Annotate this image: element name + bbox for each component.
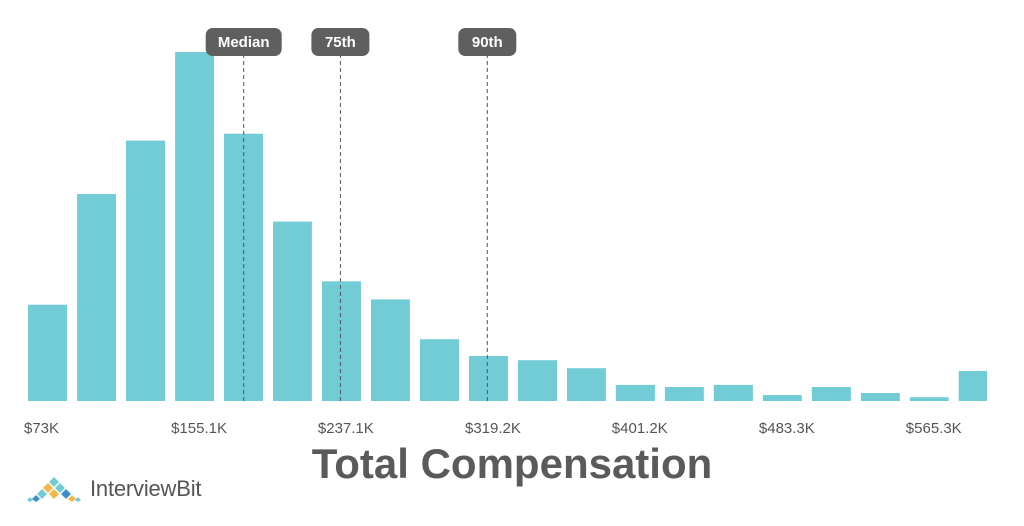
histogram-bar bbox=[77, 194, 116, 401]
percentile-badge bbox=[205, 28, 282, 56]
x-axis-ticks: $73K $155.1K $237.1K $319.2K $401.2K $483.3K $… bbox=[24, 420, 962, 437]
x-tick-label: $401.2K bbox=[612, 420, 668, 437]
histogram-bar bbox=[909, 397, 949, 401]
logo-text: InterviewBit bbox=[90, 476, 202, 501]
x-tick-label: $237.1K bbox=[318, 420, 374, 437]
x-tick-label: $155.1K bbox=[171, 420, 227, 437]
histogram-bar bbox=[811, 387, 851, 401]
histogram-bar bbox=[860, 393, 900, 401]
histogram-bar bbox=[175, 52, 214, 401]
histogram-bar bbox=[713, 384, 753, 401]
histogram-bar bbox=[517, 360, 557, 401]
percentile-label: Median bbox=[218, 34, 270, 51]
histogram-bar bbox=[958, 371, 987, 401]
percentile-markers: Median 75th 90th bbox=[205, 28, 517, 401]
histogram-bar bbox=[273, 221, 312, 401]
percentile-badge bbox=[311, 28, 370, 56]
histogram-bar bbox=[615, 384, 655, 401]
percentile-label: 75th bbox=[325, 34, 356, 51]
histogram-bar bbox=[469, 356, 508, 401]
x-tick-label: $73K bbox=[24, 420, 59, 437]
histogram-bar bbox=[567, 368, 606, 401]
histogram-bar bbox=[126, 140, 166, 401]
x-tick-label: $483.3K bbox=[759, 420, 815, 437]
histogram-bar bbox=[762, 395, 802, 401]
chart-title: Total Compensation bbox=[311, 440, 713, 487]
interviewbit-logo: InterviewBit bbox=[24, 476, 202, 502]
histogram-bar bbox=[28, 304, 68, 401]
histogram-bar bbox=[664, 387, 704, 401]
histogram-bar bbox=[371, 299, 410, 401]
bars-group bbox=[28, 52, 987, 401]
percentile-label: 90th bbox=[472, 34, 503, 51]
histogram-bar bbox=[419, 339, 459, 401]
percentile-badge bbox=[458, 28, 517, 56]
histogram-bar bbox=[321, 281, 361, 401]
interviewbit-diamond-logo-icon bbox=[27, 477, 81, 502]
x-tick-label: $319.2K bbox=[465, 420, 521, 437]
x-tick-label: $565.3K bbox=[906, 420, 962, 437]
